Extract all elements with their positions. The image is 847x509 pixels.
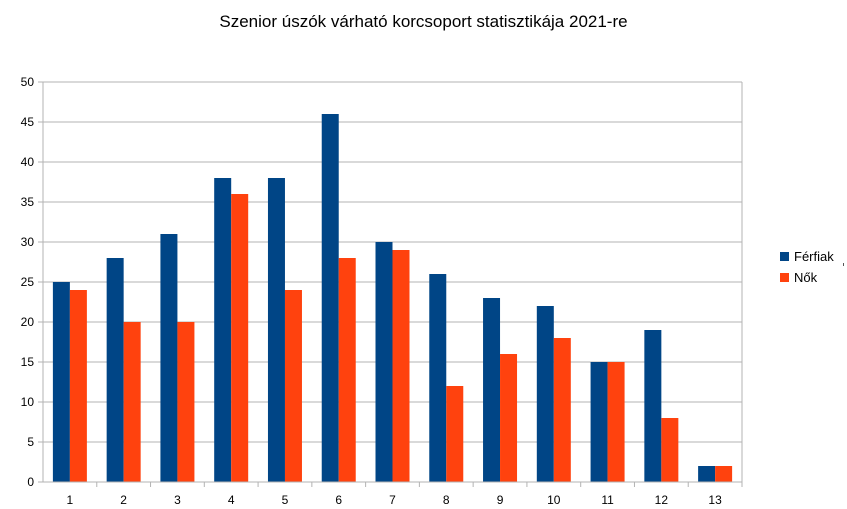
bar-nok-12 — [661, 418, 679, 482]
bar-ferfiak-5 — [267, 178, 285, 482]
bar-nok-7 — [392, 250, 410, 482]
bar-ferfiak-10 — [536, 306, 554, 482]
y-tick-label: 45 — [21, 115, 35, 129]
x-tick-label: 9 — [497, 493, 504, 507]
x-tick-label: 1 — [67, 493, 74, 507]
x-tick-label: 10 — [547, 493, 561, 507]
y-tick-label: 40 — [21, 155, 35, 169]
x-tick-label: 7 — [389, 493, 396, 507]
x-tick-label: 2 — [120, 493, 127, 507]
x-tick-label: 8 — [443, 493, 450, 507]
x-tick-label: 11 — [601, 493, 614, 507]
bar-ferfiak-3 — [160, 234, 178, 482]
bar-ferfiak-13 — [698, 466, 716, 482]
x-tick-label: 6 — [335, 493, 342, 507]
bar-ferfiak-8 — [429, 274, 447, 482]
legend-label-ferfiak: Férfiak — [794, 249, 834, 264]
stray-mark — [843, 263, 844, 266]
bar-nok-5 — [284, 290, 302, 482]
y-tick-label: 35 — [21, 195, 35, 209]
bars — [52, 114, 733, 482]
bar-ferfiak-11 — [590, 362, 608, 482]
legend-swatch-ferfiak — [780, 252, 789, 261]
bar-nok-3 — [177, 322, 195, 482]
bar-nok-8 — [446, 386, 464, 482]
bar-nok-11 — [607, 362, 625, 482]
y-tick-label: 10 — [21, 395, 35, 409]
bar-ferfiak-9 — [483, 298, 501, 482]
bar-ferfiak-7 — [375, 242, 393, 482]
bar-nok-4 — [231, 194, 249, 482]
y-tick-label: 15 — [21, 355, 35, 369]
bar-nok-13 — [715, 466, 733, 482]
bar-nok-10 — [553, 338, 571, 482]
bar-nok-1 — [69, 290, 87, 482]
legend-label-nok: Nők — [794, 270, 818, 285]
y-tick-label: 25 — [21, 275, 35, 289]
y-tick-label: 30 — [21, 235, 35, 249]
legend-item-nok: Nők — [780, 267, 834, 288]
bar-nok-2 — [123, 322, 141, 482]
y-tick-label: 20 — [21, 315, 35, 329]
x-tick-label: 3 — [174, 493, 181, 507]
bar-nok-6 — [338, 258, 356, 482]
bar-ferfiak-1 — [52, 282, 70, 482]
bar-ferfiak-2 — [106, 258, 124, 482]
bar-ferfiak-4 — [214, 178, 232, 482]
y-tick-label: 0 — [27, 475, 34, 489]
legend: Férfiak Nők — [780, 246, 834, 288]
legend-swatch-nok — [780, 273, 789, 282]
bar-ferfiak-12 — [644, 330, 662, 482]
x-tick-label: 13 — [708, 493, 722, 507]
bar-ferfiak-6 — [321, 114, 339, 482]
y-tick-label: 50 — [21, 75, 35, 89]
x-tick-label: 5 — [282, 493, 289, 507]
x-tick-label: 12 — [655, 493, 669, 507]
x-tick-label: 4 — [228, 493, 235, 507]
legend-item-ferfiak: Férfiak — [780, 246, 834, 267]
y-tick-label: 5 — [27, 435, 34, 449]
bar-nok-9 — [500, 354, 518, 482]
chart-title: Szenior úszók várható korcsoport statisz… — [219, 12, 628, 31]
